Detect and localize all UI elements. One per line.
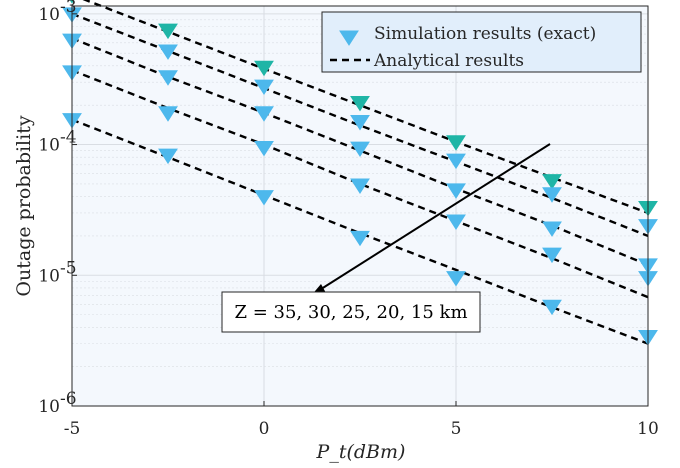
simulation-marker: [158, 106, 178, 122]
simulation-marker: [158, 44, 178, 60]
simulation-marker: [254, 60, 274, 77]
legend-label-simulation: Simulation results (exact): [374, 24, 596, 44]
simulation-marker: [350, 141, 370, 157]
simulation-marker: [158, 23, 178, 40]
simulation-marker: [350, 178, 370, 194]
simulation-marker: [350, 230, 370, 247]
simulation-marker: [350, 95, 370, 112]
legend: Simulation results (exact) Analytical re…: [321, 11, 642, 73]
annotation-box: [221, 291, 481, 333]
x-tick-label: 0: [259, 419, 270, 439]
simulation-marker: [446, 135, 466, 151]
y-tick-exponent: -6: [60, 389, 77, 409]
legend-box: [321, 11, 642, 73]
y-tick-label: 10: [38, 136, 60, 156]
simulation-marker: [446, 153, 466, 170]
simulation-marker: [446, 183, 466, 199]
y-tick-label: 10: [38, 5, 60, 25]
y-tick-label: 10: [38, 266, 60, 286]
simulation-marker: [69, 0, 75, 4]
legend-marker-simulation: [339, 30, 359, 46]
simulation-marker: [542, 247, 562, 264]
x-tick-label: -5: [64, 419, 81, 439]
simulation-marker: [254, 190, 274, 206]
simulation-marker: [542, 174, 562, 190]
plot-frame: [71, 5, 649, 407]
x-tick-label: 10: [637, 419, 659, 439]
simulation-marker: [254, 79, 274, 96]
annotation-arrow-line: [317, 143, 551, 292]
simulation-marker: [158, 70, 178, 86]
simulation-marker: [254, 140, 274, 157]
annotation-label: Z = 35, 30, 25, 20, 15 km: [234, 302, 467, 323]
y-tick-exponent: -3: [60, 0, 77, 17]
simulation-marker: [542, 187, 562, 203]
y-axis-label: Outage probability: [13, 115, 35, 296]
x-tick-label: 5: [451, 419, 462, 439]
simulation-marker: [158, 148, 178, 165]
simulation-marker: [350, 115, 370, 131]
y-tick-label: 10: [38, 397, 60, 417]
simulation-marker: [446, 214, 466, 230]
simulation-marker: [542, 221, 562, 237]
legend-label-analytical: Analytical results: [373, 51, 524, 71]
annotation: Z = 35, 30, 25, 20, 15 km: [221, 143, 551, 333]
y-tick-exponent: -5: [60, 258, 77, 278]
x-axis-label: P_t(dBm): [316, 441, 406, 463]
simulation-marker: [254, 106, 274, 122]
y-tick-exponent: -4: [60, 128, 77, 148]
simulation-marker: [446, 271, 466, 287]
simulation-marker: [542, 299, 562, 316]
